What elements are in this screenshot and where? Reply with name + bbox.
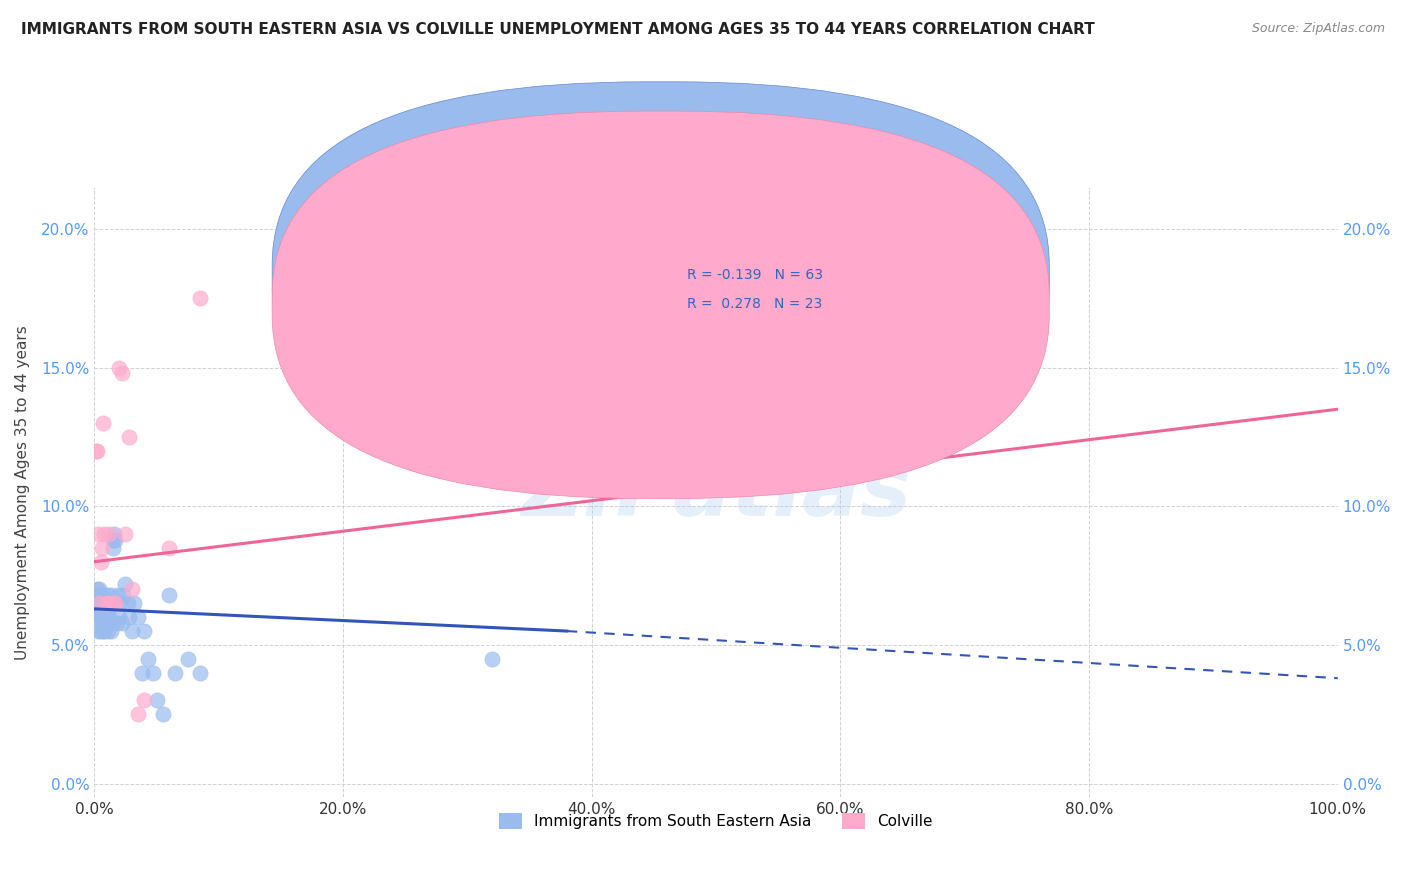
- Point: [101, 596, 124, 610]
- Point: [117, 596, 139, 610]
- Point: [108, 360, 131, 375]
- Point: [145, 693, 167, 707]
- Point: [132, 624, 155, 638]
- Point: [98, 527, 121, 541]
- Point: [96, 596, 118, 610]
- Point: [100, 588, 122, 602]
- Point: [114, 527, 136, 541]
- Point: [93, 596, 115, 610]
- Point: [90, 605, 112, 619]
- Point: [132, 693, 155, 707]
- Point: [89, 605, 111, 619]
- Y-axis label: Unemployment Among Ages 35 to 44 years: Unemployment Among Ages 35 to 44 years: [15, 325, 30, 660]
- Point: [86, 582, 108, 597]
- Point: [90, 610, 112, 624]
- Point: [91, 416, 114, 430]
- Point: [165, 665, 187, 680]
- Point: [111, 615, 134, 630]
- Point: [157, 541, 180, 555]
- Point: [94, 610, 117, 624]
- Point: [87, 610, 110, 624]
- Point: [96, 615, 118, 630]
- Point: [87, 624, 110, 638]
- Point: [87, 527, 110, 541]
- Point: [122, 596, 145, 610]
- Point: [127, 707, 149, 722]
- Point: [152, 707, 174, 722]
- Point: [90, 624, 112, 638]
- Point: [105, 615, 128, 630]
- Point: [91, 596, 114, 610]
- Point: [101, 533, 124, 547]
- Point: [84, 588, 107, 602]
- Text: R = -0.139   N = 63: R = -0.139 N = 63: [688, 268, 824, 282]
- Text: ZIPatlas: ZIPatlas: [522, 450, 911, 534]
- Point: [519, 430, 541, 444]
- Point: [111, 588, 134, 602]
- Point: [93, 624, 115, 638]
- Point: [93, 610, 115, 624]
- Point: [97, 605, 120, 619]
- Point: [100, 624, 122, 638]
- Point: [101, 541, 124, 555]
- Point: [97, 596, 120, 610]
- Point: [481, 652, 503, 666]
- Point: [90, 615, 112, 630]
- Point: [89, 582, 111, 597]
- Point: [97, 624, 120, 638]
- Point: [118, 430, 141, 444]
- Text: R =  0.278   N = 23: R = 0.278 N = 23: [688, 298, 823, 311]
- Point: [188, 291, 211, 305]
- Point: [89, 596, 111, 610]
- Point: [86, 605, 108, 619]
- Point: [121, 582, 143, 597]
- Point: [157, 588, 180, 602]
- Legend: Immigrants from South Eastern Asia, Colville: Immigrants from South Eastern Asia, Colv…: [494, 807, 939, 836]
- Point: [107, 588, 129, 602]
- Point: [96, 605, 118, 619]
- Point: [114, 577, 136, 591]
- Point: [121, 624, 143, 638]
- Text: Source: ZipAtlas.com: Source: ZipAtlas.com: [1251, 22, 1385, 36]
- Point: [188, 665, 211, 680]
- Point: [110, 596, 132, 610]
- Point: [90, 596, 112, 610]
- Point: [86, 596, 108, 610]
- FancyBboxPatch shape: [636, 254, 884, 325]
- Point: [131, 665, 153, 680]
- Point: [87, 588, 110, 602]
- Text: IMMIGRANTS FROM SOUTH EASTERN ASIA VS COLVILLE UNEMPLOYMENT AMONG AGES 35 TO 44 : IMMIGRANTS FROM SOUTH EASTERN ASIA VS CO…: [21, 22, 1095, 37]
- Point: [96, 588, 118, 602]
- Point: [142, 665, 165, 680]
- Point: [89, 596, 111, 610]
- Point: [100, 615, 122, 630]
- Point: [103, 527, 125, 541]
- Point: [86, 443, 108, 458]
- Point: [84, 443, 107, 458]
- Point: [127, 610, 149, 624]
- FancyBboxPatch shape: [273, 112, 1049, 499]
- Point: [93, 527, 115, 541]
- Point: [98, 596, 121, 610]
- Point: [90, 588, 112, 602]
- Point: [111, 366, 134, 380]
- Point: [108, 610, 131, 624]
- Point: [90, 605, 112, 619]
- Point: [104, 596, 127, 610]
- Point: [136, 652, 159, 666]
- Point: [90, 555, 112, 569]
- Point: [91, 624, 114, 638]
- Point: [87, 596, 110, 610]
- Point: [84, 596, 107, 610]
- Point: [104, 533, 127, 547]
- Point: [94, 596, 117, 610]
- Point: [118, 610, 141, 624]
- Point: [176, 652, 198, 666]
- FancyBboxPatch shape: [273, 82, 1049, 469]
- Point: [98, 610, 121, 624]
- Point: [90, 541, 112, 555]
